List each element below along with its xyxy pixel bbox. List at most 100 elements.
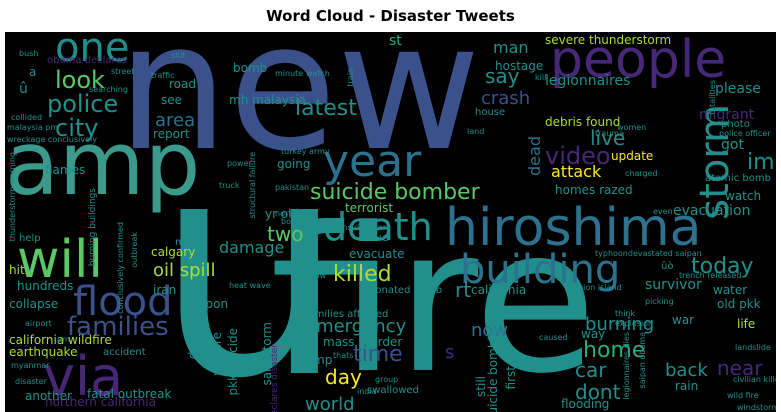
word-debris-found: debris found [545,115,621,129]
word-land: land [467,127,485,136]
word-near: near [717,356,763,380]
word-trench: trench released [679,271,742,280]
word-calgary: calgary [151,245,196,259]
word-attack: attack [551,162,602,181]
word-year: year [323,136,422,187]
word-atomic-bomb: atomic bomb [705,173,771,184]
word-u-o: ûò [661,261,674,272]
word-mp: mp [313,353,333,367]
word-crash: crash [481,88,531,109]
word-one: one [55,32,130,71]
word-suicide-bombing: suicide bombing [486,322,500,412]
word-trauma: trauma [595,129,625,138]
word-earthquake: earthquake [9,345,78,359]
word-kill: kill [535,73,547,82]
word-airport: airport [25,319,52,328]
word-may: may [175,237,197,248]
word-minute-watch: minute watch [275,69,330,78]
word-myanmar: myanmar [11,361,50,370]
word-two: two [267,222,304,246]
word-train: train [346,68,355,87]
word-car: car [575,358,607,382]
word-say: say [485,64,520,88]
word-evacuate: evacuate [349,247,405,261]
word-wreckage-conclusively: wreckage conclusively [7,135,97,144]
word-live: live [590,126,626,150]
word-even: even [653,207,673,216]
word-flood: flood [73,279,173,325]
word-fatal-outbreak: fatal outbreak [87,387,172,401]
word-weapon: weapon [181,297,229,311]
word-malaysia-pm: malaysia pm [7,123,59,132]
word-mass-murder: mass murder [323,335,403,349]
word-suicide-bomber: suicide bomber [310,180,480,205]
word-accident: accident [103,347,146,358]
word-iran: iran [153,283,177,297]
word-saipan: saipan obama [638,332,647,389]
word-shit: shit [171,51,186,60]
word-amp: amp [5,112,201,215]
word-bush: bush [19,49,39,58]
word-people: people [550,32,727,90]
word-u-hat: û [19,81,28,97]
word-help: help [19,233,41,244]
word-dead: dead [525,136,544,176]
word-reunion-island: reunion island [565,283,622,292]
word-got: got [721,137,744,153]
word-evacuation: evacuation [673,203,751,219]
word-old-pkk: old pkk [717,297,761,311]
word-wild-fire: wild fire [727,391,759,400]
word-bodies: bodies [281,217,308,226]
word-outbreak: outbreak [130,232,139,268]
word-group: group [375,375,399,384]
word-cloud: new u fire amp hiroshima people via will… [5,32,776,412]
word-world: world [305,394,355,412]
word-life: life [737,317,756,331]
word-first: first [504,366,518,390]
word-new: new [117,32,481,190]
word-dont: dont [575,380,621,404]
word-now: now [471,320,509,341]
word-flooding: flooding [561,397,610,411]
word-flames: flames [45,163,86,177]
word-power: power [227,159,252,168]
word-think: think [615,309,636,318]
word-survivor: survivor [645,277,702,293]
word-terrorist: terrorist [345,201,394,215]
word-hostage: hostage [495,59,544,73]
word-landslide: landslide [735,343,771,352]
word-said: said [187,279,208,290]
word-police: police [47,90,119,118]
word-st: st [389,33,402,49]
word-look: look [55,66,105,94]
word-city: city [55,114,99,142]
word-pkk-suicide: pkk suicide [226,328,240,396]
word-s: s [445,342,455,363]
word-burning-buildings: burning buildings [88,188,98,267]
word-windstorm: windstorm [737,403,776,412]
word-sue: sue [369,231,389,244]
word-families: families [67,312,169,342]
word-police-officer: police officer [719,129,771,138]
word-hit: hit [9,263,25,277]
word-wildfire: wildfire [210,332,224,376]
chart-title: Word Cloud - Disaster Tweets [266,7,515,25]
word-building: building [460,247,621,293]
word-video: video [545,142,611,170]
word-report: report [153,127,190,141]
word-homes-razed: homes razed [555,183,633,197]
word-house: house [475,107,506,118]
word-please: please [715,81,761,97]
word-california: california [471,283,527,297]
word-civilian: civilian killed [733,375,776,384]
word-detonated-bomb: detonated bomb [359,285,443,296]
word-mh-malaysia: mh malaysia [229,93,306,107]
word-caused: caused [539,333,568,342]
word-area: area [155,110,196,131]
word-pm: pm [57,335,70,344]
word-obama-declares: obama declares [47,55,127,66]
word-latest: latest [295,96,357,121]
word-migrant: migrant [699,107,755,123]
word-thats: thats [333,351,354,360]
word-update: update [611,149,654,163]
